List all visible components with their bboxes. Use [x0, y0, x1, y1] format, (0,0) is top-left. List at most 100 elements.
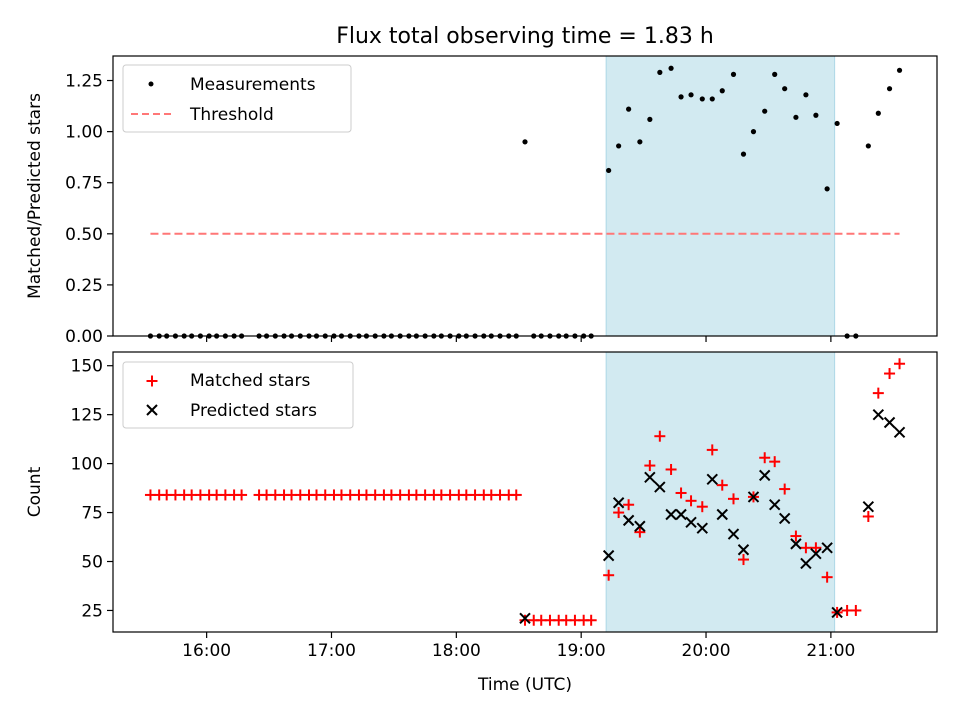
matched-star-point	[510, 489, 522, 501]
predicted-star-point	[862, 500, 875, 513]
predicted-star-point	[519, 612, 531, 625]
matched-star-point	[790, 530, 802, 542]
legend-matched-marker	[146, 375, 158, 387]
figure-title: Flux total observing time = 1.83 h	[336, 24, 714, 49]
y-tick-label: 25	[81, 601, 103, 621]
legend-x-glyph	[146, 404, 158, 416]
measurement-point	[750, 129, 757, 135]
y-tick-label: 1.25	[65, 72, 103, 92]
matched-star-point	[685, 495, 697, 507]
matched-star-point	[644, 460, 656, 472]
measurement-point	[782, 86, 788, 92]
measurement-point	[657, 69, 663, 75]
measurement-point	[865, 143, 871, 149]
matched-star-point	[779, 483, 791, 495]
measurement-point	[834, 120, 840, 127]
predicted-star-point	[665, 508, 677, 521]
predicted-star-point	[716, 508, 728, 521]
predicted-star-point	[675, 508, 687, 521]
x-tick-label: 20:00	[682, 641, 731, 661]
count-panel-ylabel: Count	[25, 466, 45, 517]
measurement-point	[740, 151, 747, 157]
matched-star-point	[737, 554, 749, 566]
measurement-point	[709, 96, 715, 102]
measurement-point	[813, 112, 819, 118]
matched-star-point	[623, 499, 635, 511]
ratio-panel-ylabel: Matched/Predicted stars	[25, 93, 45, 299]
matched-star-point	[769, 456, 781, 468]
predicted-star-point	[727, 528, 740, 540]
predicted-star-point	[800, 557, 812, 570]
predicted-star-point	[685, 516, 697, 529]
measurement-point	[626, 106, 632, 112]
measurement-point	[875, 110, 881, 116]
matched-star-point	[850, 604, 862, 616]
matched-star-point	[585, 614, 597, 626]
observing-window-shade	[605, 351, 836, 633]
y-tick-label: 125	[71, 406, 103, 426]
matched-star-point	[236, 489, 248, 501]
legend-predicted-marker	[146, 404, 158, 416]
predicted-star-point	[634, 520, 646, 532]
y-tick-label: 0.75	[65, 174, 103, 194]
predicted-star-point	[602, 549, 615, 562]
y-tick-label: 150	[71, 357, 103, 377]
measurement-point	[647, 116, 653, 122]
matched-star-point	[613, 507, 625, 519]
measurement-point	[637, 139, 643, 145]
matched-star-point	[603, 569, 615, 581]
predicted-star-point	[737, 544, 750, 556]
x-tick-label: 19:00	[557, 641, 606, 661]
matched-star-point	[862, 510, 874, 522]
legend-threshold-label: Threshold	[189, 105, 274, 125]
measurement-point	[668, 65, 674, 71]
predicted-star-point	[778, 512, 791, 525]
predicted-star-point	[810, 547, 822, 560]
matched-star-point	[884, 368, 896, 380]
matched-star-point	[696, 501, 708, 513]
x-tick-label: 18:00	[432, 641, 481, 661]
ratio-panel: 0.00 0.25 0.50 0.75 1.00 1.25 Matched/Predict…	[25, 55, 938, 347]
predicted-star-point	[759, 469, 771, 482]
predicted-star-point	[768, 499, 781, 511]
count-panel-xlabel: Time (UTC)	[477, 675, 572, 695]
matched-star-point	[821, 571, 833, 583]
predicted-star-point	[747, 491, 760, 503]
matched-star-point	[800, 542, 812, 554]
measurement-point	[699, 96, 705, 102]
matched-star-point	[872, 387, 884, 399]
measurement-point	[616, 143, 622, 149]
y-tick-label: 100	[71, 455, 103, 475]
legend-box	[122, 361, 354, 429]
predicted-star-point	[831, 606, 843, 619]
matched-star-point	[894, 358, 906, 370]
predicted-star-point	[706, 473, 718, 485]
measurement-point	[762, 108, 768, 114]
predicted-star-point	[893, 426, 906, 438]
x-tick-label: 16:00	[182, 641, 231, 661]
measurement-point	[896, 67, 903, 73]
predicted-star-point	[790, 538, 802, 550]
y-tick-label: 0.25	[65, 276, 103, 296]
legend-box	[122, 64, 352, 133]
x-tick-label: 17:00	[307, 641, 356, 661]
measurement-point	[886, 86, 893, 92]
measurement-point	[824, 186, 830, 192]
matched-star-point	[706, 444, 718, 456]
predicted-star-point	[644, 471, 656, 484]
measurement-point	[522, 139, 528, 145]
legend-plus-glyph	[146, 375, 158, 387]
matched-star-point	[810, 542, 822, 554]
matched-star-point	[759, 452, 771, 464]
matched-star-point	[665, 463, 677, 475]
legend-measurements-marker	[148, 81, 154, 87]
predicted-star-point	[872, 408, 885, 421]
matched-star-point	[654, 430, 666, 442]
count-panel-frame	[112, 351, 938, 633]
ratio-panel-legend: Measurements Threshold	[122, 64, 352, 133]
measurement-point	[793, 114, 799, 120]
matched-star-point	[716, 479, 728, 491]
measurement-point	[688, 92, 694, 98]
y-tick-label: 0.50	[65, 225, 103, 245]
